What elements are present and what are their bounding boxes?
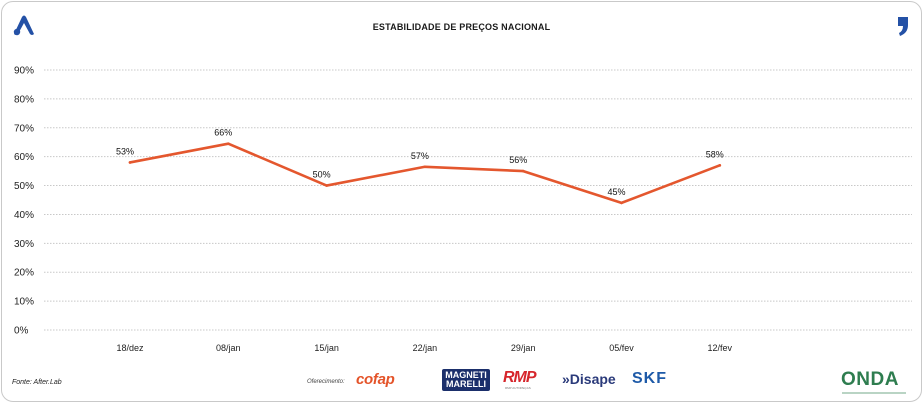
chart-title: ESTABILIDADE DE PREÇOS NACIONAL [372, 22, 551, 32]
y-tick-label: 40% [14, 210, 34, 221]
x-axis-ticks: 18/dez 08/jan 15/jan 22/jan 29/jan 05/fev 12/f… [116, 343, 732, 353]
grid-lines [44, 69, 912, 331]
x-tick-label: 05/fev [609, 343, 634, 353]
data-label: 66% [214, 128, 232, 138]
y-axis-ticks: 0% 10% 20% 30% 40% 50% 60% 70% 80% 90% [14, 66, 34, 337]
sponsor-caption: Oferecimento: [307, 379, 345, 385]
y-tick-label: 20% [14, 268, 34, 279]
y-tick-label: 30% [14, 239, 34, 250]
x-tick-label: 12/fev [708, 343, 733, 353]
y-tick-label: 50% [14, 181, 34, 192]
y-tick-label: 70% [14, 123, 34, 134]
data-point [718, 164, 722, 167]
data-point [325, 184, 328, 187]
data-point [128, 161, 132, 164]
x-tick-label: 22/jan [413, 343, 438, 353]
x-tick-label: 18/dez [116, 343, 144, 353]
y-tick-label: 10% [14, 297, 34, 308]
data-point [620, 201, 623, 205]
data-label: 45% [607, 187, 625, 197]
magneti-marelli-logo: MAGNETI MARELLI [442, 369, 490, 391]
source-note: Fonte: After.Lab [12, 379, 62, 386]
series-layer [128, 142, 722, 205]
rmp-logo: RMP [503, 369, 537, 386]
data-label: 50% [313, 170, 331, 180]
y-tick-label: 80% [14, 94, 34, 105]
afterlab-logo-icon [13, 15, 34, 36]
y-tick-label: 90% [14, 66, 34, 77]
data-label: 56% [509, 155, 527, 165]
skf-logo: SKF [632, 370, 667, 387]
onda-logo: ONDA [841, 369, 899, 390]
cofap-logo: cofap [356, 371, 395, 388]
data-label: 53% [116, 146, 134, 156]
data-labels: 53% 66% 50% 57% 56% 45% 58% [116, 128, 724, 197]
disape-logo: »Disape [562, 371, 616, 387]
x-tick-label: 15/jan [314, 343, 339, 353]
data-point [227, 142, 230, 145]
x-tick-label: 29/jan [511, 343, 536, 353]
data-label: 58% [706, 149, 724, 159]
y-tick-label: 0% [14, 326, 29, 337]
onda-logo-underline [842, 392, 906, 394]
quote-mark-icon [898, 17, 908, 36]
data-point [521, 169, 525, 173]
data-label: 57% [411, 151, 429, 161]
y-tick-label: 60% [14, 152, 34, 163]
data-point [423, 165, 427, 169]
rmp-logo-subtext: RMP AUTOPEÇAS [505, 386, 531, 390]
x-tick-label: 08/jan [216, 343, 241, 353]
